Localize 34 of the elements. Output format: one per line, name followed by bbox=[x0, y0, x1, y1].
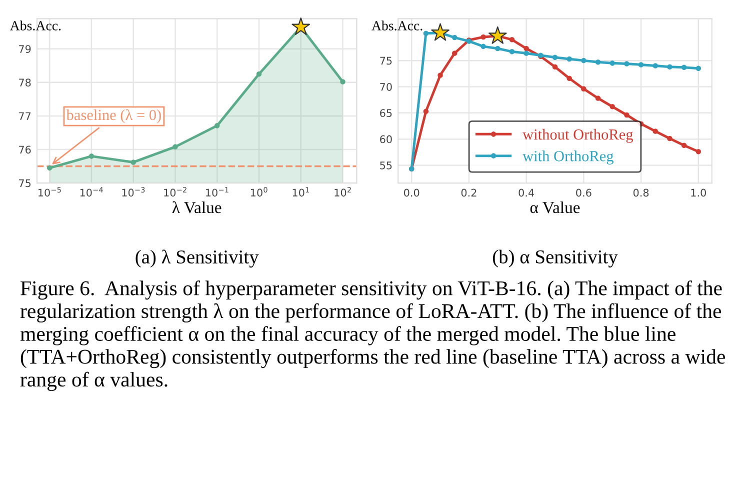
y-tick-label: 75 bbox=[19, 179, 31, 188]
y-axis-title: Abs.Acc. bbox=[10, 20, 61, 30]
x-tick-label: 0.0 bbox=[404, 188, 420, 197]
x-tick-label: 1.0 bbox=[691, 188, 706, 197]
x-tick-label: 0.8 bbox=[633, 188, 649, 197]
annotation: baseline (λ = 0) bbox=[66, 109, 161, 124]
x-axis-title: α Value bbox=[530, 201, 580, 214]
legend-label: without OrthoReg bbox=[522, 128, 634, 143]
y-tick-label: 65 bbox=[380, 109, 392, 117]
text: (b) α Sensitivity bbox=[492, 250, 618, 268]
y-tick-label: 70 bbox=[380, 82, 392, 91]
x-tick-label: 10$^{−1}$ bbox=[206, 187, 228, 197]
text: (a) λ Sensitivity bbox=[136, 250, 259, 268]
x-tick-label: 10$^{−5}$ bbox=[38, 187, 61, 197]
x-tick-label: 10$^{1}$ bbox=[292, 187, 310, 197]
y-tick-label: 77 bbox=[19, 112, 31, 120]
x-tick-label: 0.4 bbox=[518, 188, 534, 197]
x-tick-label: 10$^{−3}$ bbox=[122, 187, 145, 197]
x-tick-label: 10$^{0}$ bbox=[250, 187, 268, 197]
y-tick-label: 60 bbox=[380, 135, 392, 144]
legend-label: with OrthoReg bbox=[522, 150, 614, 164]
caption: Figure 6. Analysis of hyperparameter sensitivity on ViT-B-16. (a) The impact of the regularization strength λ on the performance of LoRA-ATT. (b) The influence of the merging coefficient α on the final accuracy of the merged model. The blue line (TTA+OrthoReg) consistently outperforms the red line (baseline TTA) across a wide range of α values. bbox=[20, 280, 726, 391]
y-axis-title: Abs.Acc. bbox=[372, 20, 422, 30]
x-tick-label: 10$^{2}$ bbox=[334, 187, 351, 197]
x-tick-label: 0.6 bbox=[576, 188, 592, 197]
y-tick-label: 75 bbox=[380, 56, 392, 65]
y-tick-label: 78 bbox=[19, 78, 31, 87]
x-tick-label: 10$^{−4}$ bbox=[80, 187, 103, 197]
y-tick-label: 55 bbox=[380, 162, 392, 170]
x-tick-label: 10$^{−2}$ bbox=[164, 187, 186, 197]
x-tick-label: 0.2 bbox=[461, 188, 476, 197]
x-axis-title: λ Value bbox=[172, 201, 222, 214]
y-tick-label: 76 bbox=[19, 146, 31, 154]
y-tick-label: 79 bbox=[19, 45, 31, 53]
